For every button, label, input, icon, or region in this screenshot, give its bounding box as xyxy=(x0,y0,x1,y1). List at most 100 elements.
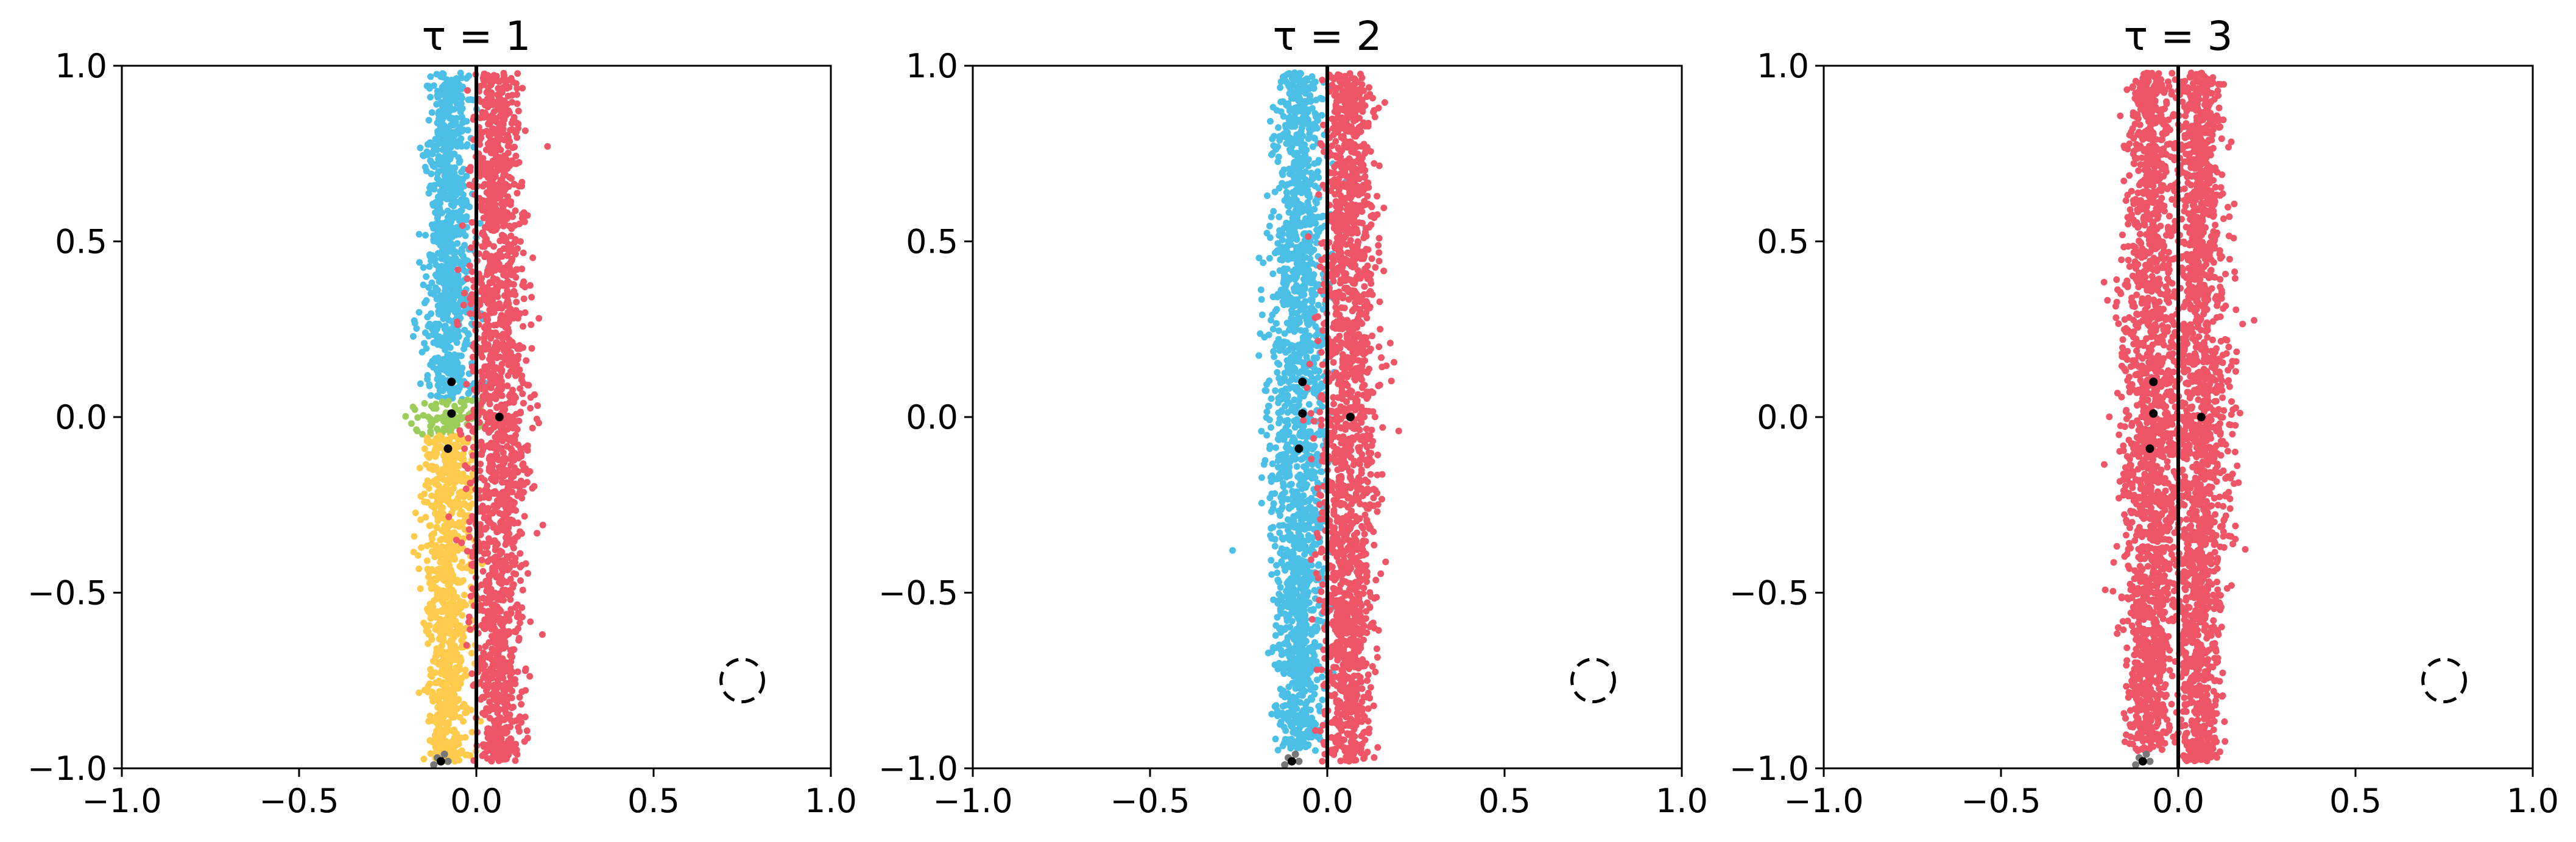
scatter-point xyxy=(1308,340,1315,347)
scatter-point xyxy=(425,640,431,647)
scatter-point xyxy=(1258,287,1265,293)
scatter-point xyxy=(416,309,423,316)
scatter-point xyxy=(492,682,498,689)
scatter-point xyxy=(426,440,432,446)
scatter-point xyxy=(502,587,509,594)
scatter-point xyxy=(464,141,471,148)
scatter-point xyxy=(1278,558,1285,565)
scatter-point xyxy=(507,678,514,684)
scatter-point xyxy=(531,391,538,398)
scatter-point xyxy=(462,672,468,679)
scatter-point xyxy=(510,288,517,295)
scatter-point xyxy=(512,749,519,756)
scatter-point xyxy=(464,275,471,282)
scatter-point xyxy=(489,477,496,483)
scatter-point xyxy=(427,666,434,673)
scatter-point xyxy=(1314,168,1321,175)
scatter-point xyxy=(446,479,453,485)
scatter-point xyxy=(494,98,501,105)
scatter-point xyxy=(445,611,452,617)
scatter-point xyxy=(516,728,523,735)
scatter-point xyxy=(489,178,495,185)
scatter-point xyxy=(429,548,436,555)
scatter-point xyxy=(517,410,524,416)
scatter-point xyxy=(433,71,440,77)
scatter-point xyxy=(452,119,459,125)
scatter-point xyxy=(453,451,460,457)
scatter-point xyxy=(451,85,457,91)
scatter-point xyxy=(461,592,468,598)
scatter-point xyxy=(509,120,515,127)
scatter-point xyxy=(417,585,424,592)
scatter-point xyxy=(481,543,488,550)
y-tick-label: 0.5 xyxy=(55,223,107,261)
scatter-point xyxy=(454,267,461,273)
scatter-point xyxy=(496,617,503,623)
scatter-point xyxy=(468,561,475,568)
scatter-point xyxy=(494,133,501,139)
scatter-point xyxy=(450,138,457,144)
scatter-point xyxy=(519,390,526,397)
scatter-point xyxy=(529,425,536,432)
scatter-point xyxy=(456,427,463,434)
scatter-point xyxy=(486,456,493,463)
scatter-point xyxy=(490,623,496,630)
scatter-point xyxy=(468,650,475,656)
scatter-point xyxy=(411,549,417,555)
scatter-point xyxy=(483,705,490,712)
scatter-point xyxy=(445,124,451,131)
scatter-point xyxy=(1307,348,1313,354)
scatter-point xyxy=(445,719,452,726)
scatter-point xyxy=(482,250,489,257)
scatter-point xyxy=(437,594,443,601)
scatter-point xyxy=(524,479,531,486)
scatter-point xyxy=(1288,481,1295,488)
scatter-point xyxy=(445,424,451,430)
scatter-point xyxy=(535,419,542,426)
scatter-point xyxy=(461,456,467,463)
scatter-point xyxy=(461,302,467,309)
scatter-point xyxy=(1289,597,1296,603)
scatter-point xyxy=(501,233,507,240)
scatter-point xyxy=(512,571,519,578)
scatter-point xyxy=(467,164,474,170)
scatter-point xyxy=(1306,401,1313,408)
scatter-point xyxy=(437,132,444,139)
scatter-point xyxy=(499,331,506,337)
scatter-point xyxy=(445,398,452,405)
scatter-point xyxy=(439,228,446,235)
scatter-point xyxy=(453,284,459,290)
scatter-point xyxy=(1276,508,1282,515)
scatter-point xyxy=(520,250,527,256)
scatter-point xyxy=(1318,468,1324,475)
scatter-point xyxy=(422,400,428,407)
scatter-point xyxy=(1272,444,1279,451)
scatter-point xyxy=(495,263,502,270)
scatter-point xyxy=(481,550,488,557)
scatter-point xyxy=(426,381,432,388)
scatter-point xyxy=(426,251,433,258)
scatter-point xyxy=(504,416,510,423)
scatter-point xyxy=(1268,395,1275,402)
scatter-point xyxy=(1259,312,1266,318)
scatter-point xyxy=(448,644,454,650)
scatter-point xyxy=(489,608,496,614)
scatter-point xyxy=(1316,703,1322,709)
scatter-point xyxy=(1272,632,1279,639)
scatter-point xyxy=(468,413,475,420)
scatter-point xyxy=(488,303,495,310)
scatter-point xyxy=(480,409,487,416)
scatter-point xyxy=(466,534,473,541)
scatter-point xyxy=(1274,712,1281,719)
scatter-point xyxy=(436,278,443,285)
scatter-point xyxy=(1276,328,1282,334)
scatter-point xyxy=(456,563,463,570)
scatter-point xyxy=(518,179,525,186)
scatter-point xyxy=(429,698,436,704)
scatter-point xyxy=(482,424,489,430)
scatter-point xyxy=(1286,203,1293,209)
scatter-point xyxy=(461,290,468,296)
scatter-point xyxy=(425,284,432,291)
scatter-point xyxy=(490,369,496,376)
